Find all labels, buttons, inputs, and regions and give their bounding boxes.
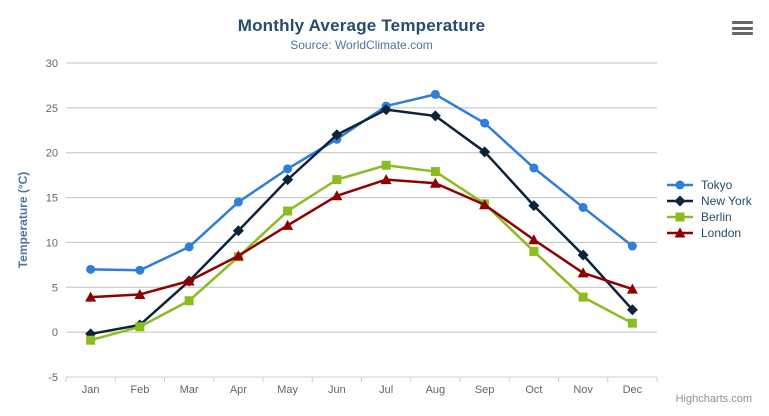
legend-marker-square-icon — [667, 212, 693, 222]
x-axis-tick-label: Jun — [328, 384, 346, 396]
hamburger-menu-icon — [732, 32, 753, 35]
hamburger-menu-icon — [732, 21, 753, 24]
legend-marker-diamond-icon — [667, 195, 693, 207]
point-london-aug[interactable] — [429, 177, 441, 188]
point-london-dec[interactable] — [626, 283, 638, 294]
y-axis-tick-label: 20 — [46, 148, 58, 160]
legend-symbol-berlin — [675, 212, 685, 222]
point-berlin-jan[interactable] — [86, 335, 96, 345]
x-axis-tick-label: Apr — [230, 384, 247, 396]
legend-symbol-new-york — [674, 195, 686, 207]
series-line-new-york — [89, 108, 634, 336]
legend-label-london: London — [701, 226, 742, 240]
x-axis-tick-label: Nov — [573, 384, 593, 396]
x-axis-tick-label: May — [277, 384, 298, 396]
point-london-may[interactable] — [282, 219, 294, 230]
point-london-apr[interactable] — [232, 250, 244, 261]
point-berlin-feb[interactable] — [135, 322, 145, 332]
series-london — [85, 174, 638, 302]
y-axis-tick-label: -5 — [48, 372, 58, 384]
chart-title: Monthly Average Temperature — [237, 16, 486, 35]
x-axis-tick-label: Jul — [379, 384, 393, 396]
series-berlin — [86, 160, 637, 345]
legend: Tokyo New York Berlin London — [666, 177, 752, 241]
y-axis-title: Temperature (°C) — [16, 172, 30, 269]
point-berlin-dec[interactable] — [627, 318, 637, 328]
point-tokyo-apr[interactable] — [233, 197, 243, 207]
legend-item-new-york[interactable]: New York — [666, 193, 752, 209]
point-new-york-dec[interactable] — [626, 304, 638, 316]
series-line-berlin — [89, 164, 634, 342]
point-berlin-aug[interactable] — [430, 167, 440, 177]
point-tokyo-may[interactable] — [283, 164, 293, 174]
legend-marker-triangle-icon — [667, 227, 693, 238]
legend-item-tokyo[interactable]: Tokyo — [666, 177, 752, 193]
export-menu-button[interactable] — [732, 21, 753, 35]
x-axis-tick-label: Dec — [623, 384, 643, 396]
point-tokyo-oct[interactable] — [529, 163, 539, 173]
point-new-york-nov[interactable] — [577, 249, 589, 261]
point-berlin-jul[interactable] — [381, 160, 391, 170]
y-axis-tick-label: 5 — [52, 282, 58, 294]
y-axis-tick-label: 0 — [52, 327, 58, 339]
point-berlin-nov[interactable] — [578, 292, 588, 302]
series-new-york — [85, 104, 638, 340]
point-berlin-oct[interactable] — [529, 246, 539, 256]
point-london-jun[interactable] — [331, 190, 343, 201]
x-axis-tick-label: Feb — [130, 384, 149, 396]
point-berlin-mar[interactable] — [184, 296, 194, 306]
legend-marker-circle-icon — [667, 180, 693, 190]
point-new-york-jun[interactable] — [331, 129, 343, 141]
hamburger-menu-icon — [732, 26, 753, 30]
point-london-nov[interactable] — [577, 267, 589, 278]
y-axis-tick-label: 15 — [46, 193, 58, 205]
point-tokyo-jan[interactable] — [86, 264, 96, 274]
point-berlin-may[interactable] — [283, 206, 293, 216]
point-new-york-aug[interactable] — [429, 110, 441, 122]
point-new-york-oct[interactable] — [528, 200, 540, 212]
x-axis-tick-label: Sep — [475, 384, 495, 396]
point-tokyo-mar[interactable] — [184, 242, 194, 252]
point-london-sep[interactable] — [479, 199, 491, 210]
point-tokyo-dec[interactable] — [627, 241, 637, 251]
point-london-mar[interactable] — [183, 275, 195, 286]
point-london-jul[interactable] — [380, 174, 392, 185]
credits-link[interactable]: Highcharts.com — [675, 393, 752, 405]
series-line-tokyo — [89, 93, 634, 272]
x-axis-tick-label: Mar — [180, 384, 199, 396]
y-axis-tick-label: 10 — [46, 237, 58, 249]
point-london-oct[interactable] — [528, 234, 540, 245]
series-line-london — [89, 178, 634, 299]
point-new-york-apr[interactable] — [232, 225, 244, 237]
x-axis-tick-label: Oct — [525, 384, 542, 396]
legend-item-berlin[interactable]: Berlin — [666, 209, 752, 225]
legend-symbol-tokyo — [675, 180, 685, 190]
point-new-york-may[interactable] — [282, 174, 294, 186]
point-new-york-jul[interactable] — [380, 104, 392, 116]
point-new-york-sep[interactable] — [479, 146, 491, 158]
legend-symbol-london — [674, 227, 686, 238]
point-tokyo-feb[interactable] — [135, 265, 145, 275]
series-tokyo — [86, 89, 637, 275]
point-tokyo-aug[interactable] — [430, 89, 440, 99]
point-berlin-jun[interactable] — [332, 175, 342, 185]
point-london-feb[interactable] — [134, 288, 146, 299]
legend-label-berlin: Berlin — [701, 210, 732, 224]
x-axis-tick-label: Aug — [426, 384, 446, 396]
legend-item-london[interactable]: London — [666, 225, 752, 241]
y-axis-tick-label: 30 — [46, 58, 58, 70]
legend-label-new-york: New York — [701, 194, 752, 208]
x-axis-tick-label: Jan — [82, 384, 100, 396]
point-london-jan[interactable] — [85, 291, 97, 302]
chart-subtitle: Source: WorldClimate.com — [290, 38, 433, 52]
y-axis-tick-label: 25 — [46, 103, 58, 115]
point-tokyo-nov[interactable] — [578, 202, 588, 212]
point-tokyo-sep[interactable] — [480, 118, 490, 128]
legend-label-tokyo: Tokyo — [701, 178, 733, 192]
